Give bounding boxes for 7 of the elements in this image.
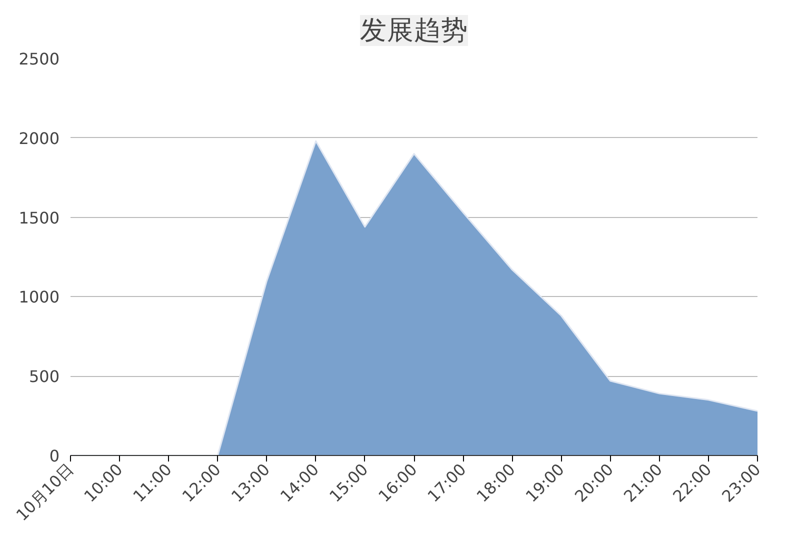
y-tick-label: 1000	[18, 288, 60, 307]
y-tick-label: 1500	[18, 208, 60, 228]
chart-title: 发展趋势	[360, 15, 468, 46]
y-tick-label: 0	[49, 446, 60, 466]
y-tick-label: 2500	[18, 50, 60, 68]
y-tick-label: 2000	[18, 128, 60, 148]
y-tick-label: 500	[28, 367, 60, 386]
